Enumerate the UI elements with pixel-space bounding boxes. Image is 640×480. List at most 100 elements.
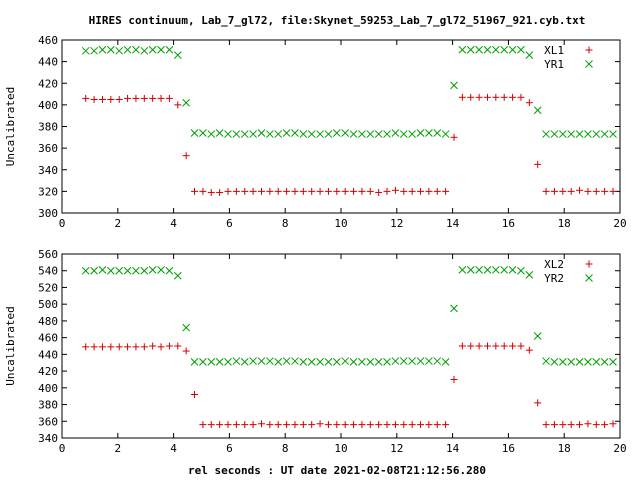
series-YR1 [81,45,617,138]
data-point [81,266,90,275]
data-point [408,421,416,429]
data-point [450,133,458,141]
x-tick-label: 14 [446,442,460,455]
data-point [433,357,442,365]
data-point [190,129,199,137]
data-point [308,421,316,429]
data-point [383,187,391,195]
x-tick-label: 0 [59,217,66,230]
chart-title: HIRES continuum, Lab_7_gl72, file:Skynet… [89,14,586,27]
data-point [483,266,492,274]
data-point [199,187,207,195]
legend-marker [585,46,593,54]
data-point [232,357,241,365]
data-point [299,187,307,195]
data-point [592,187,600,195]
data-point [400,421,408,429]
data-point [307,130,316,138]
data-point [375,421,383,429]
data-point [358,187,366,195]
data-point [366,187,374,195]
data-point [332,358,341,366]
data-point [567,130,576,138]
data-point [567,358,576,366]
series-YR2 [81,266,617,366]
plot-panel-2: 0 2 4 6 8 10 12 14 16 18 20 340 360 380 400 420 440 460 48… [4,248,627,455]
data-point [358,130,366,138]
data-point [425,129,433,137]
x-tick-label: 18 [558,217,571,230]
y-tick-label: 300 [38,207,58,220]
x-tick-label: 2 [114,217,121,230]
data-point [232,187,240,195]
data-point [207,358,216,366]
data-point [383,358,391,366]
data-point [433,187,441,195]
plot-panel-1: 0 2 4 6 8 10 12 14 16 18 20 300 320 340 360 380 400 420 44… [4,34,627,230]
data-point [399,130,408,138]
data-point [291,187,299,195]
data-point [98,343,106,351]
data-point [558,130,567,138]
data-point [98,95,106,103]
data-point [375,188,383,196]
data-point [408,357,416,365]
data-point [106,45,115,54]
data-point [559,421,567,429]
data-point [266,357,274,365]
x-tick-label: 16 [502,217,515,230]
data-point [441,130,450,138]
y-tick-label: 400 [38,99,58,112]
data-point [199,421,207,429]
data-point [182,347,190,355]
data-point [140,343,148,351]
data-point [416,129,425,137]
data-point [492,342,500,350]
data-point [559,187,567,195]
data-point [533,106,542,115]
data-point [491,266,500,274]
plot-frame [61,39,621,214]
y-tick-label: 400 [38,382,58,395]
data-point [341,357,350,365]
data-point [283,421,291,429]
y-tick-label: 340 [38,164,58,177]
data-point [533,332,542,340]
data-point [567,421,575,429]
data-point [266,421,274,429]
data-point [308,187,316,195]
y-tick-label: 540 [38,265,58,278]
data-point [584,358,592,366]
data-point [458,266,467,274]
data-point [307,358,316,366]
data-point [483,93,491,101]
data-point [534,160,542,168]
data-point [115,46,124,55]
data-point [601,421,609,429]
y-tick-label: 360 [38,142,58,155]
data-point [148,45,157,54]
series-XL2 [82,342,617,429]
data-point [575,130,584,138]
y-tick-label: 560 [38,248,58,261]
data-point [333,187,341,195]
data-point [601,187,609,195]
data-point [115,95,123,103]
data-point [509,342,517,350]
data-point [349,130,358,138]
data-point [500,266,509,274]
data-point [558,358,567,366]
data-point [283,187,291,195]
data-point [207,421,215,429]
data-point [491,45,500,54]
data-point [216,188,224,196]
data-point [124,94,132,102]
data-point [106,266,115,275]
data-point [508,266,517,274]
data-point [132,45,140,54]
x-tick-label: 20 [613,442,626,455]
data-point [417,187,425,195]
data-point [316,358,324,366]
data-point [399,357,408,365]
